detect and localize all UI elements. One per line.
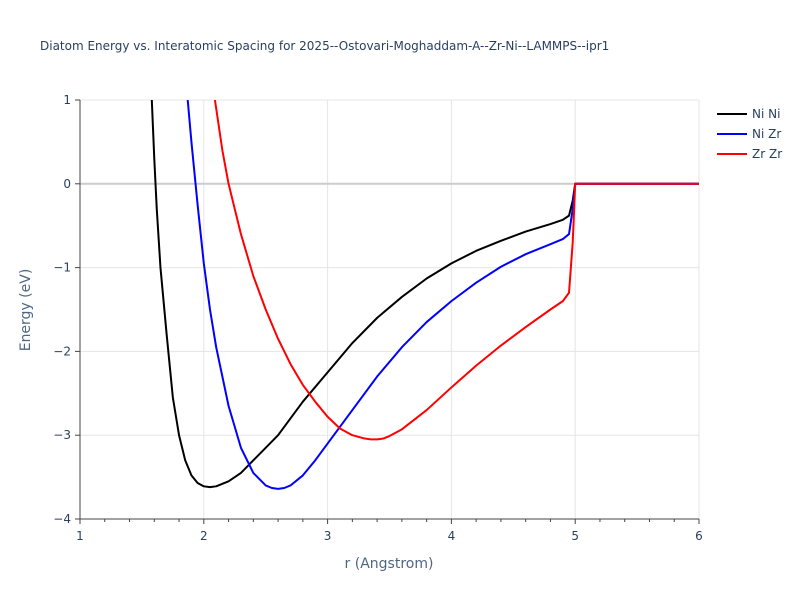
y-tick-label: −1 [53, 261, 71, 275]
y-tick-label: −2 [53, 344, 71, 358]
x-tick-label: 4 [448, 529, 456, 543]
axes [75, 99, 700, 524]
legend-label: Ni Ni [752, 107, 780, 121]
legend-item-ni-zr[interactable]: Ni Zr [717, 127, 781, 141]
chart-title: Diatom Energy vs. Interatomic Spacing fo… [40, 39, 609, 53]
y-tick-label: 1 [63, 93, 71, 107]
y-tick-label: −4 [53, 512, 71, 526]
y-tick-label: 0 [63, 177, 71, 191]
x-axis-title: r (Angstrom) [345, 556, 434, 572]
series-line-zr-zr [213, 100, 699, 441]
legend-label: Ni Zr [752, 127, 781, 141]
x-tick-label: 1 [76, 529, 84, 543]
legend[interactable]: Ni Ni Ni Zr Zr Zr [717, 107, 782, 161]
legend-item-zr-zr[interactable]: Zr Zr [717, 147, 782, 161]
tick-labels: 1 2 3 4 5 6 1 0 −1 −2 −3 −4 [53, 93, 703, 543]
series-line-ni-ni [150, 100, 699, 489]
x-tick-label: 5 [571, 529, 579, 543]
legend-item-ni-ni[interactable]: Ni Ni [717, 107, 780, 121]
x-tick-label: 2 [200, 529, 208, 543]
y-axis-title: Energy (eV) [18, 269, 34, 352]
series-line-ni-zr [186, 100, 699, 490]
grid-lines [80, 99, 700, 519]
x-tick-label: 6 [695, 529, 703, 543]
legend-label: Zr Zr [752, 147, 782, 161]
series-lines [150, 100, 699, 490]
x-tick-label: 3 [324, 529, 332, 543]
y-tick-label: −3 [53, 428, 71, 442]
